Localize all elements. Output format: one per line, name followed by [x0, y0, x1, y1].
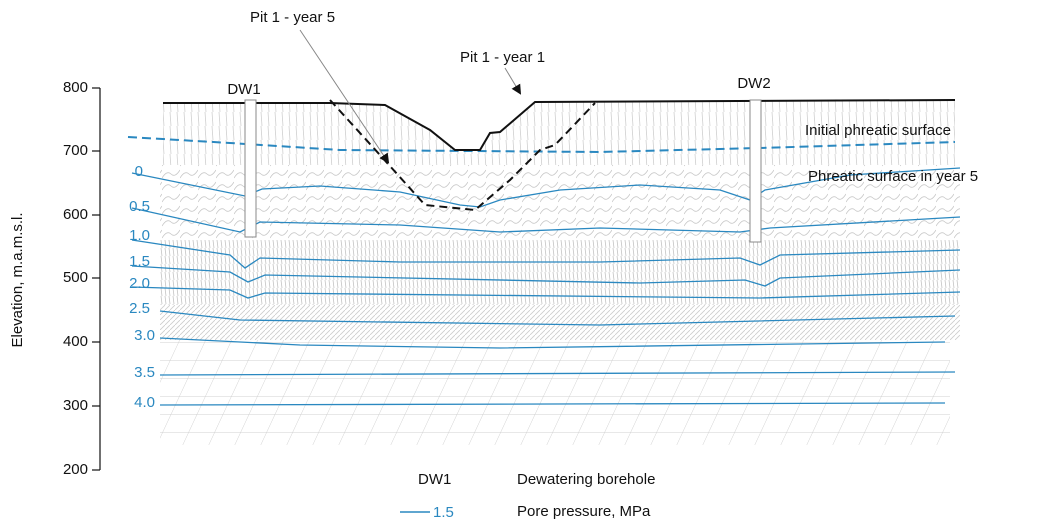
tick-label: 400 — [63, 333, 88, 350]
contour-label: 1.5 — [129, 253, 150, 270]
borehole-label: DW1 — [227, 81, 260, 98]
contour-label: 4.0 — [134, 394, 155, 411]
legend: DW1 Dewatering borehole 1.5 Pore pressur… — [400, 471, 655, 521]
contour-label: 2.5 — [129, 300, 150, 317]
legend-text: Dewatering borehole — [517, 471, 655, 488]
strata — [160, 100, 960, 445]
borehole-label: DW2 — [737, 75, 770, 92]
tick-label: 200 — [63, 461, 88, 478]
contour-label: 2.0 — [129, 275, 150, 292]
axis — [92, 88, 100, 470]
tick-label: 700 — [63, 142, 88, 159]
legend-symbol: 1.5 — [433, 504, 454, 521]
axis-label: Elevation, m.a.m.s.l. — [9, 212, 26, 347]
contour-label: 0 — [135, 163, 143, 180]
leader-line — [505, 68, 520, 93]
contour-label: 0.5 — [129, 198, 150, 215]
cross-section: 800 700 600 500 400 300 200 Elevation, m… — [0, 0, 1051, 523]
contour-label: 3.0 — [134, 327, 155, 344]
annotation: Pit 1 - year 1 — [460, 49, 545, 66]
tick-label: 300 — [63, 397, 88, 414]
annotation: Phreatic surface in year 5 — [808, 168, 978, 185]
tick-label: 600 — [63, 206, 88, 223]
tick-label: 500 — [63, 269, 88, 286]
annotation: Initial phreatic surface — [805, 122, 951, 139]
borehole — [750, 100, 761, 242]
legend-text: Pore pressure, MPa — [517, 503, 651, 520]
annotation: Pit 1 - year 5 — [250, 9, 335, 26]
contour-label: 3.5 — [134, 364, 155, 381]
borehole — [245, 100, 256, 237]
tick-label: 800 — [63, 79, 88, 96]
legend-symbol: DW1 — [418, 471, 451, 488]
contour-label: 1.0 — [129, 227, 150, 244]
